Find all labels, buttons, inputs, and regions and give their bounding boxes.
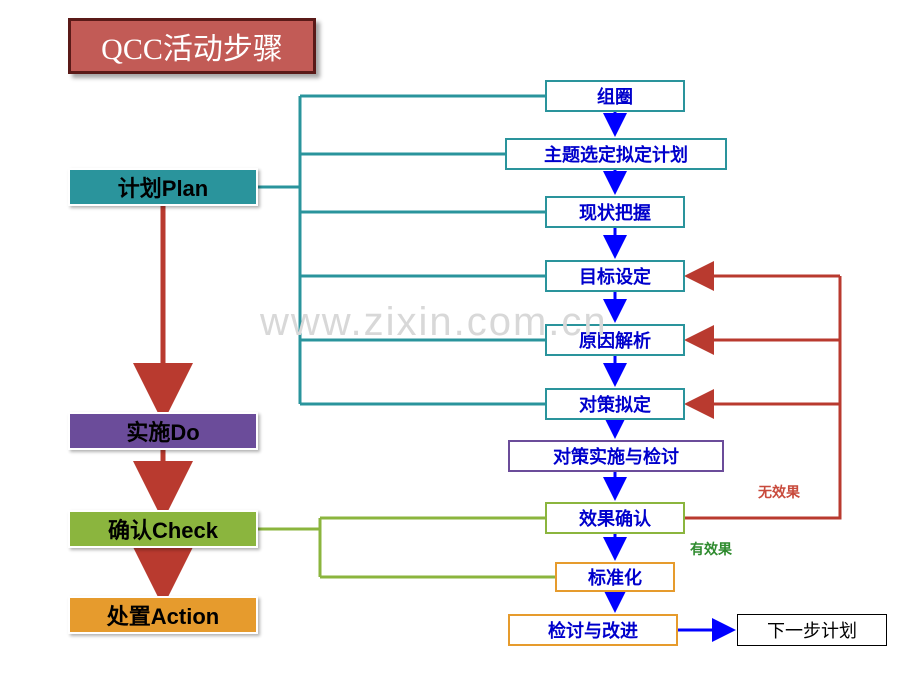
step-s11: 下一步计划 [737, 614, 887, 646]
watermark: www.zixin.com.cn [260, 300, 608, 345]
step-s3-label: 现状把握 [579, 199, 651, 225]
step-s7: 对策实施与检讨 [508, 440, 724, 472]
phase-do: 实施Do [68, 412, 258, 450]
step-s9: 标准化 [555, 562, 675, 592]
phase-action: 处置Action [68, 596, 258, 634]
title-box: QCC活动步骤 [68, 18, 316, 74]
title-text: QCC活动步骤 [101, 24, 283, 68]
annotation-has-effect: 有效果 [690, 539, 732, 559]
step-s10: 检讨与改进 [508, 614, 678, 646]
step-s7-label: 对策实施与检讨 [553, 443, 679, 469]
step-s2-label: 主题选定拟定计划 [544, 141, 688, 167]
phase-plan-label: 计划Plan [118, 171, 208, 203]
phase-action-label: 处置Action [107, 599, 219, 631]
step-s6-label: 对策拟定 [579, 391, 651, 417]
flowchart-svg [0, 0, 920, 690]
phase-check-label: 确认Check [108, 513, 218, 545]
step-s1: 组圈 [545, 80, 685, 112]
step-s4: 目标设定 [545, 260, 685, 292]
step-s10-label: 检讨与改进 [548, 617, 638, 643]
phase-do-label: 实施Do [126, 415, 199, 447]
step-s4-label: 目标设定 [579, 263, 651, 289]
phase-check: 确认Check [68, 510, 258, 548]
step-s11-label: 下一步计划 [767, 617, 857, 643]
step-s3: 现状把握 [545, 196, 685, 228]
step-s9-label: 标准化 [588, 564, 642, 590]
step-s1-label: 组圈 [597, 83, 633, 109]
phase-plan: 计划Plan [68, 168, 258, 206]
step-s8: 效果确认 [545, 502, 685, 534]
annotation-no-effect: 无效果 [758, 482, 800, 502]
step-s2: 主题选定拟定计划 [505, 138, 727, 170]
step-s8-label: 效果确认 [579, 505, 651, 531]
step-s6: 对策拟定 [545, 388, 685, 420]
